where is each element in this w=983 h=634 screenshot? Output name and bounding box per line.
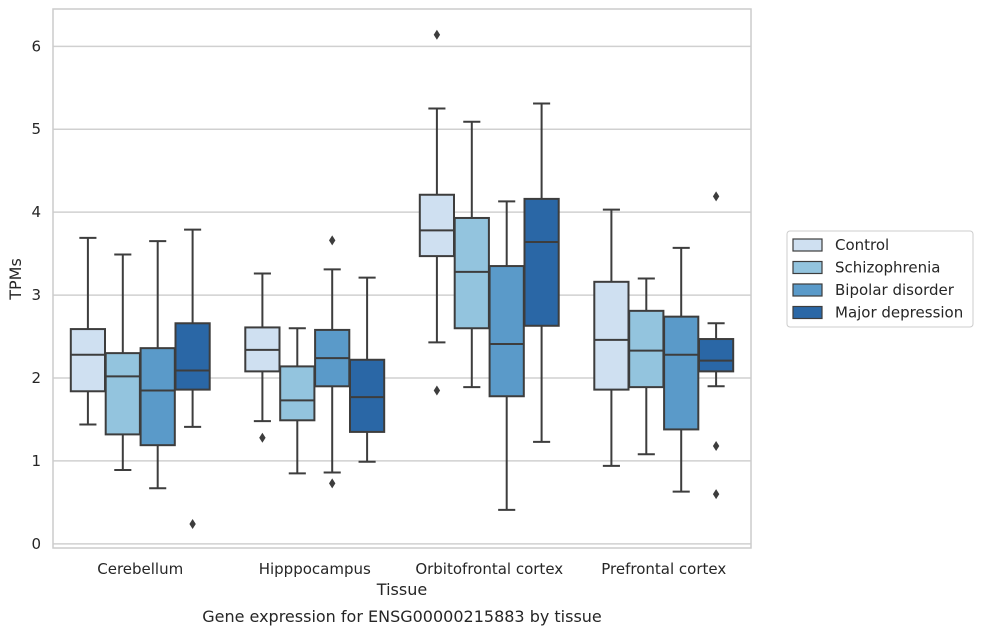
- outlier-point: [712, 191, 720, 202]
- box: [348, 276, 386, 463]
- box-iqr: [663, 315, 700, 431]
- legend: Control Schizophrenia Bipolar disorder Majo…: [786, 230, 974, 328]
- box: [697, 191, 735, 500]
- box-iqr: [174, 322, 211, 391]
- x-tick-label: Orbitofrontal cortex: [415, 560, 563, 578]
- x-tick-label: Prefrontal cortex: [601, 560, 726, 578]
- box-iqr: [104, 352, 141, 436]
- box: [523, 102, 560, 443]
- box-iqr: [139, 347, 176, 447]
- box: [418, 29, 456, 396]
- box-iqr: [697, 338, 735, 373]
- outlier-point: [712, 441, 720, 452]
- box: [453, 120, 490, 389]
- box: [279, 327, 316, 475]
- x-axis-ticks: Cerebellum Hipppocampus Orbitofrontal cort…: [97, 560, 726, 578]
- legend-label: Control: [835, 236, 889, 254]
- outlier-point: [433, 29, 441, 40]
- box-iqr: [488, 265, 525, 398]
- legend-label: Schizophrenia: [835, 259, 940, 277]
- box: [104, 253, 141, 472]
- box: [139, 240, 176, 490]
- legend-swatch: [792, 283, 823, 297]
- outlier-point: [433, 385, 441, 396]
- legend-frame: [786, 230, 974, 328]
- box-iqr: [628, 309, 665, 389]
- y-tick-label: 2: [31, 369, 41, 387]
- outlier-point: [329, 235, 336, 246]
- x-tick-label: Cerebellum: [97, 560, 183, 578]
- y-axis-ticks: 0 1 2 3 4 5 6: [31, 37, 41, 553]
- x-tick-label: Hipppocampus: [259, 560, 371, 578]
- box: [488, 200, 525, 511]
- outlier-point: [329, 478, 336, 489]
- y-tick-label: 1: [31, 452, 41, 470]
- box-iqr: [593, 280, 630, 391]
- legend-swatch: [792, 305, 823, 320]
- box-iqr: [453, 216, 490, 330]
- box-series: [69, 29, 735, 529]
- box: [174, 228, 211, 529]
- y-tick-label: 5: [31, 120, 41, 138]
- chart-caption: Gene expression for ENSG00000215883 by t…: [202, 607, 602, 626]
- x-axis-label: Tissue: [376, 580, 427, 599]
- box: [628, 277, 665, 456]
- outlier-point: [189, 518, 196, 529]
- box-iqr: [69, 328, 107, 393]
- box-iqr: [523, 197, 560, 327]
- legend-label: Bipolar disorder: [835, 281, 955, 299]
- outlier-point: [712, 489, 720, 500]
- y-axis-label: TPMs: [6, 258, 25, 301]
- box-iqr: [348, 358, 386, 433]
- box-iqr: [279, 365, 316, 422]
- box: [593, 208, 630, 467]
- box: [663, 246, 700, 493]
- legend-swatch: [792, 260, 823, 275]
- legend-label: Major depression: [835, 304, 963, 322]
- outlier-point: [259, 432, 266, 443]
- box: [314, 235, 351, 489]
- box: [244, 272, 281, 443]
- y-tick-label: 0: [31, 535, 41, 553]
- plot-area-frame: [52, 8, 752, 549]
- legend-swatch: [792, 238, 823, 252]
- box: [69, 236, 107, 426]
- y-tick-label: 6: [31, 37, 41, 55]
- box-iqr: [418, 193, 456, 258]
- y-tick-label: 4: [31, 203, 41, 221]
- y-tick-label: 3: [31, 286, 41, 304]
